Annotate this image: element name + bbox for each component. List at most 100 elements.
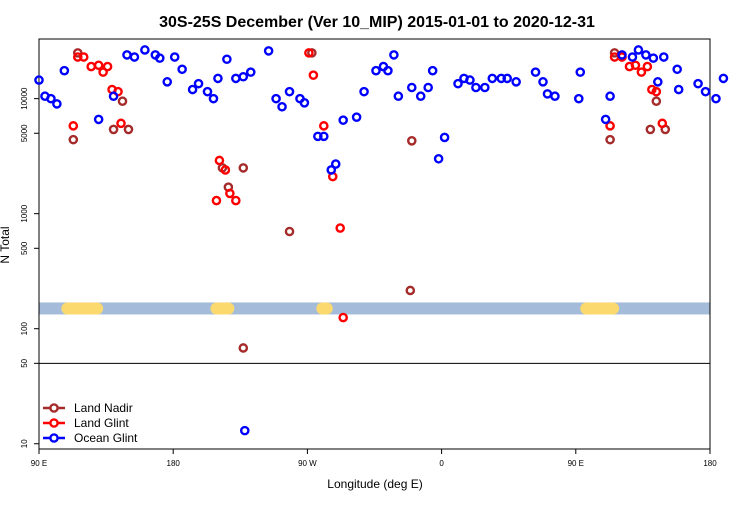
data-point [238,343,249,353]
data-point [550,91,560,102]
data-point [471,82,481,93]
data-point [480,82,490,93]
data-point [231,195,241,206]
data-point [630,60,641,71]
data-point [123,124,134,135]
legend-marker [49,418,59,428]
data-point [193,78,204,89]
data-point [648,53,659,63]
data-point [351,112,362,122]
data-point [653,77,663,87]
data-point [93,114,104,125]
data-point [214,155,225,166]
data-point [335,223,346,233]
data-point [326,165,337,175]
data-point [239,425,250,436]
data-point [187,84,198,95]
data-point [427,65,438,76]
data-point [78,52,89,62]
data-point [211,195,222,206]
data-point [605,134,615,145]
data-point [220,165,231,175]
data-point [208,93,219,104]
data-point [108,124,119,135]
x-tick-label: 90 W [298,459,317,468]
data-point [673,84,684,95]
legend-label: Land Glint [74,416,129,430]
y-tick-label: 10000 [20,87,29,110]
x-tick-label: 180 [703,459,717,468]
data-point [389,50,399,60]
data-point [169,52,180,62]
data-point [538,77,548,87]
y-tick-label: 50 [20,358,29,367]
legend-label: Ocean Glint [74,431,138,445]
data-point [245,67,256,77]
x-tick-label: 0 [439,459,444,468]
y-tick-label: 100 [20,321,29,335]
data-point [46,93,56,104]
data-point [68,121,79,131]
data-point [338,115,348,125]
data-point [415,91,426,102]
land-band-segment [316,302,333,315]
data-point [98,67,108,77]
data-point [530,67,541,77]
data-point [313,131,323,142]
ocean-band [39,302,710,315]
data-point [405,285,416,296]
x-tick-label: 180 [167,459,181,468]
data-point [718,73,729,84]
data-point [213,73,223,84]
data-point [423,82,433,93]
data-point [304,48,314,58]
data-point [162,77,173,87]
data-point [465,75,475,85]
y-axis-label: N Total [0,226,12,263]
data-point [359,86,369,97]
data-point [116,118,126,129]
data-point [52,99,62,109]
data-point [383,65,393,76]
y-tick-label: 500 [20,241,29,255]
data-point [177,64,187,75]
x-tick-label: 90 E [31,459,47,468]
data-point [277,101,287,112]
data-point [605,121,615,131]
data-point [651,86,662,97]
data-point [59,65,70,76]
y-tick-label: 5000 [20,124,29,142]
land-band-segment [580,302,620,315]
data-point [617,50,627,60]
data-point [86,61,96,72]
data-point [93,60,104,71]
data-point [284,86,295,97]
data-point [642,61,653,72]
data-point [102,61,113,72]
data-point [636,67,647,77]
data-point [645,124,656,135]
data-point [651,96,662,107]
land-band-segment [61,302,104,315]
data-point [700,86,711,97]
land-band-segment [210,302,235,315]
data-point [641,50,651,60]
data-point [319,121,329,131]
plot-frame [38,38,711,450]
data-point [453,78,463,89]
legend-marker [49,433,59,443]
data-point [511,77,521,87]
data-point [338,312,348,323]
data-point [202,86,213,97]
data-point [72,52,83,62]
data-point [393,91,404,102]
plot-area: 90 E 180 90 W 0 90 E 180 10 50 100 500 1000 5000 100… [20,38,729,468]
data-point [627,52,638,62]
data-point [433,153,444,164]
data-point [487,73,498,84]
data-point [129,52,140,62]
data-point [600,114,611,125]
chart-title: 30S-25S December (Ver 10_MIP) 2015-01-01… [159,14,595,31]
y-tick-label: 10 [20,439,29,448]
